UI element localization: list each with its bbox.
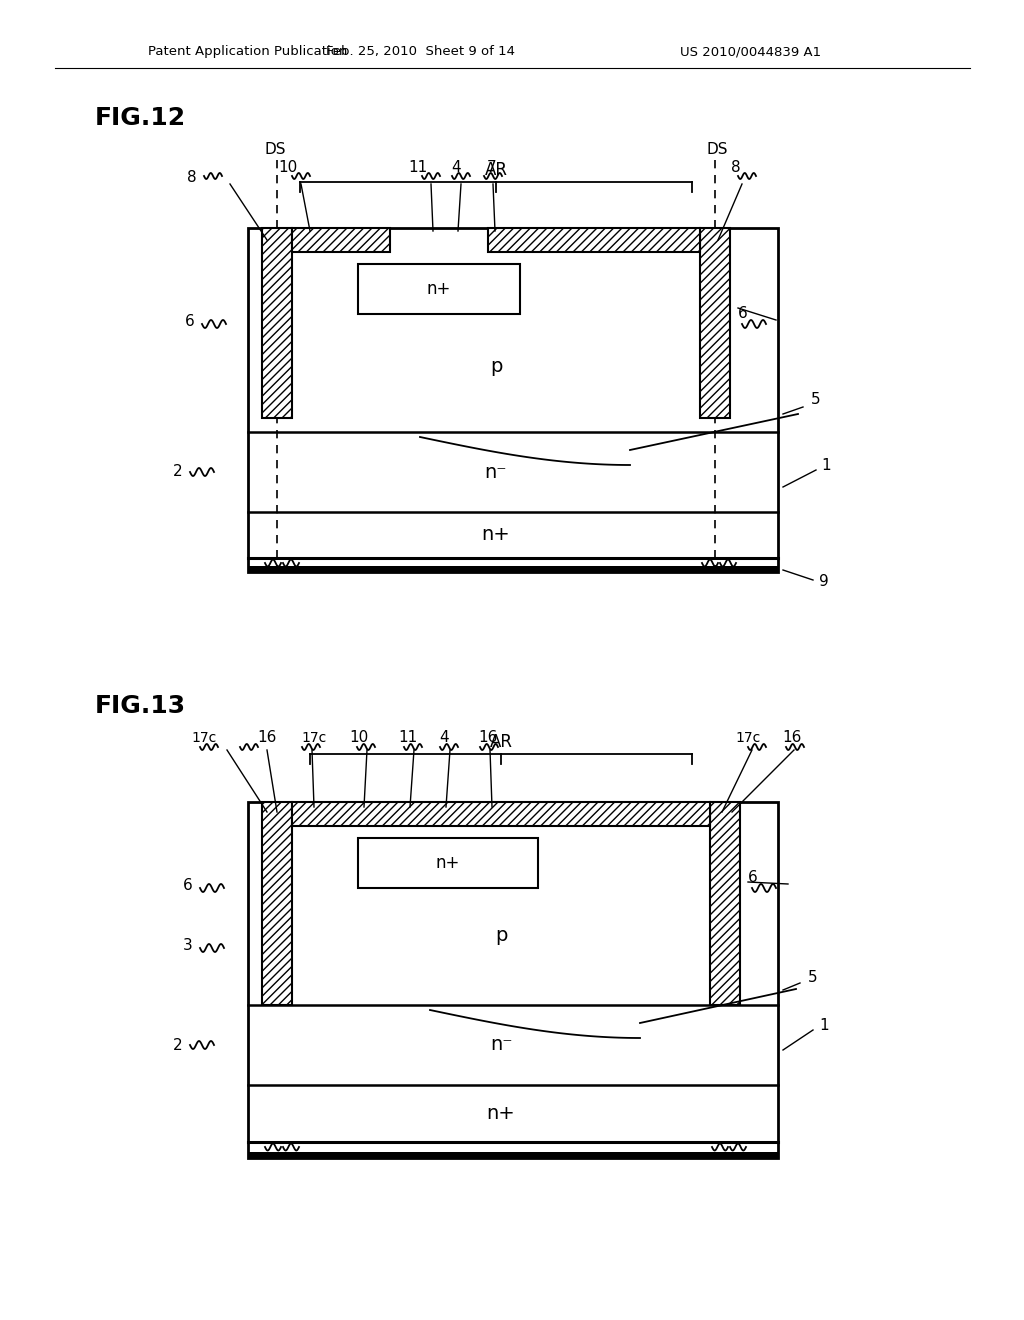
Bar (358, 264, 520, 314)
Text: 2: 2 (173, 465, 183, 479)
Text: 6: 6 (183, 879, 193, 894)
Bar (292, 228, 390, 252)
Text: n+: n+ (486, 1104, 515, 1123)
Text: AR: AR (489, 733, 512, 751)
Text: 2: 2 (173, 1038, 183, 1052)
Text: 9: 9 (819, 574, 828, 590)
Text: 1: 1 (821, 458, 830, 473)
Bar (488, 228, 700, 252)
Text: 8: 8 (731, 161, 740, 176)
Bar (248, 566, 778, 572)
Text: n⁻: n⁻ (489, 1035, 512, 1055)
Bar (248, 228, 778, 572)
Text: 1: 1 (819, 1018, 828, 1032)
Text: 6: 6 (748, 870, 758, 886)
Text: 6: 6 (185, 314, 195, 330)
Text: Feb. 25, 2010  Sheet 9 of 14: Feb. 25, 2010 Sheet 9 of 14 (326, 45, 514, 58)
Text: 17c: 17c (301, 731, 327, 744)
Text: AR: AR (484, 161, 508, 180)
Text: 16: 16 (257, 730, 276, 746)
Text: 11: 11 (409, 161, 428, 176)
Text: 16: 16 (782, 730, 802, 746)
Text: 4: 4 (452, 161, 461, 176)
Text: 8: 8 (187, 170, 197, 186)
Bar (700, 228, 730, 418)
Text: n+: n+ (481, 525, 510, 544)
Text: 16: 16 (478, 730, 498, 746)
Text: p: p (489, 358, 502, 376)
Text: n+: n+ (436, 854, 460, 873)
Bar (262, 803, 292, 1005)
Text: 17c: 17c (735, 731, 761, 744)
Text: 17c: 17c (191, 731, 217, 744)
Text: Patent Application Publication: Patent Application Publication (148, 45, 347, 58)
Bar (248, 803, 778, 1158)
Text: DS: DS (264, 143, 286, 157)
Text: n+: n+ (427, 280, 452, 298)
Text: 10: 10 (279, 161, 298, 176)
Text: US 2010/0044839 A1: US 2010/0044839 A1 (680, 45, 821, 58)
Text: 3: 3 (183, 939, 193, 953)
Text: DS: DS (707, 143, 728, 157)
Text: FIG.13: FIG.13 (95, 694, 186, 718)
Text: 4: 4 (439, 730, 449, 746)
Text: p: p (495, 927, 507, 945)
Text: 5: 5 (811, 392, 821, 408)
Text: 11: 11 (398, 730, 418, 746)
Text: 5: 5 (808, 969, 818, 985)
Text: 6: 6 (738, 306, 748, 322)
Bar (292, 803, 710, 826)
Bar (248, 1152, 778, 1158)
Bar (262, 228, 292, 418)
Text: 10: 10 (349, 730, 369, 746)
Text: 7: 7 (487, 161, 497, 176)
Bar (358, 838, 538, 888)
Bar (710, 803, 740, 1005)
Text: n⁻: n⁻ (484, 462, 507, 482)
Text: FIG.12: FIG.12 (95, 106, 186, 129)
